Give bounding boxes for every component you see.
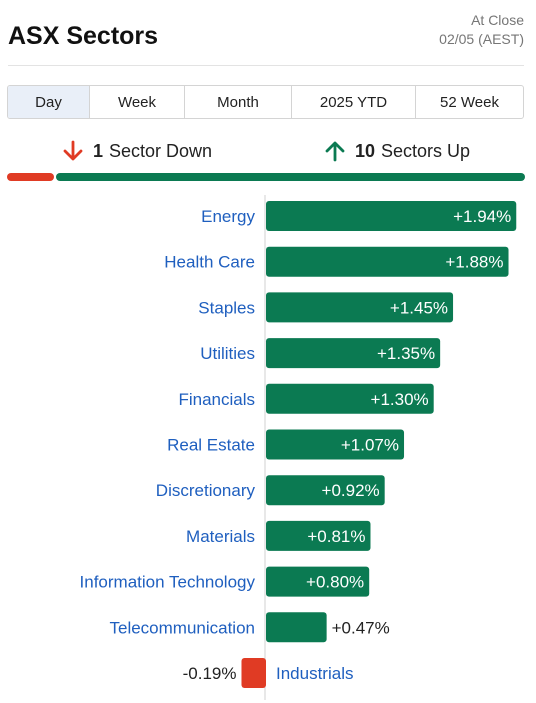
tab-week[interactable]: Week	[90, 86, 185, 118]
bar-discretionary[interactable]	[266, 475, 385, 506]
sectors-up-summary: 10 Sectors Up	[323, 138, 470, 164]
arrow-down-icon	[63, 140, 83, 161]
value-label-real-estate: +1.07%	[341, 436, 399, 455]
value-label-discretionary: +0.92%	[322, 481, 380, 500]
bar-real-estate[interactable]	[266, 429, 405, 460]
value-label-telecommunication: +0.47%	[332, 618, 390, 637]
breadth-bar	[7, 173, 525, 181]
arrow-up-icon	[325, 141, 345, 162]
value-label-health-care: +1.88%	[445, 253, 503, 272]
sectors-down-count: 1	[93, 140, 104, 161]
breadth-up-segment	[56, 173, 525, 181]
category-label-utilities[interactable]: Utilities	[200, 344, 255, 363]
value-label-staples: +1.45%	[390, 298, 448, 317]
value-label-materials: +0.81%	[307, 527, 365, 546]
page-title: ASX Sectors	[8, 22, 159, 50]
bar-health-care[interactable]	[266, 246, 509, 277]
tab-month[interactable]: Month	[185, 86, 292, 118]
tab-day[interactable]: Day	[8, 86, 90, 118]
bar-utilities[interactable]	[266, 338, 441, 369]
category-label-materials[interactable]: Materials	[186, 527, 255, 546]
sectors-up-label: Sectors Up	[381, 140, 471, 161]
category-label-energy[interactable]: Energy	[201, 207, 255, 226]
sector-bar-chart: Energy +1.94% Health Care +1.88% Staples +1.4…	[80, 195, 517, 700]
bar-financials[interactable]	[266, 383, 434, 414]
bar-telecommunication[interactable]	[266, 612, 327, 643]
tab-52-week[interactable]: 52 Week	[440, 93, 499, 111]
value-label-financials: +1.30%	[371, 390, 429, 409]
sectors-down-label: Sector Down	[109, 140, 213, 161]
bar-energy[interactable]	[266, 201, 517, 231]
sectors-up-count: 10	[355, 140, 376, 161]
bar-information-technology[interactable]	[266, 566, 370, 597]
period-tabs: Day Week Month 2025 YTD 52 Week	[7, 85, 524, 119]
value-label-energy: +1.94%	[453, 207, 511, 226]
category-label-health-care[interactable]: Health Care	[164, 253, 255, 272]
category-label-discretionary[interactable]: Discretionary	[156, 481, 256, 500]
category-label-telecommunication[interactable]: Telecommunication	[109, 618, 255, 637]
category-label-staples[interactable]: Staples	[198, 298, 255, 317]
category-label-financials[interactable]: Financials	[178, 390, 255, 409]
bar-staples[interactable]	[266, 292, 454, 323]
close-date: 02/05 (AEST)	[439, 31, 524, 47]
value-label-information-technology: +0.80%	[306, 573, 364, 592]
close-info: At Close 02/05 (AEST)	[439, 11, 524, 49]
bar-industrials[interactable]	[241, 658, 266, 688]
breadth-down-segment	[7, 173, 54, 181]
value-label-utilities: +1.35%	[377, 344, 435, 363]
header-divider	[8, 65, 524, 66]
category-label-information-technology[interactable]: Information Technology	[80, 573, 256, 592]
category-label-real-estate[interactable]: Real Estate	[167, 436, 255, 455]
value-label-industrials: -0.19%	[183, 664, 237, 683]
market-status: At Close	[471, 12, 524, 28]
tab-2025-ytd[interactable]: 2025 YTD	[292, 86, 416, 118]
sectors-down-summary: 1 Sector Down	[61, 138, 212, 164]
category-label-industrials[interactable]: Industrials	[276, 664, 353, 683]
bar-materials[interactable]	[266, 520, 371, 551]
